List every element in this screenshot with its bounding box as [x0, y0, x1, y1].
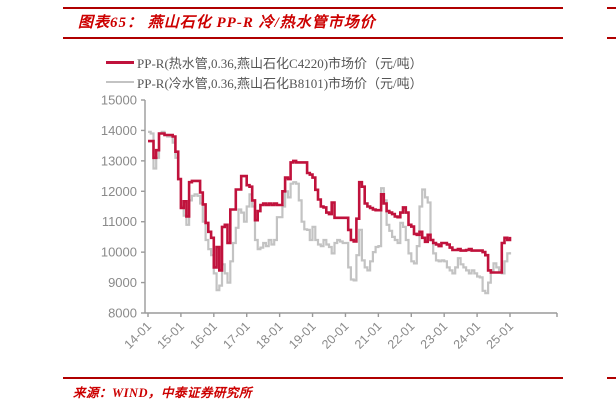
adjacent-column-rule-fragment [607, 37, 616, 39]
x-tick-label: 21-01 [352, 319, 385, 352]
x-tick-label: 24-01 [451, 319, 484, 352]
hot-water-line-swatch-icon [106, 60, 134, 64]
x-tick-label: 14-01 [122, 319, 155, 352]
cold-water-line-swatch-icon [106, 81, 134, 83]
y-tick-label: 14000 [101, 123, 137, 138]
y-tick-label: 15000 [101, 93, 137, 108]
cold-water-price-line [148, 130, 512, 295]
y-tick-label: 9000 [108, 275, 137, 290]
legend-item-cold-water: PP-R(冷水管,0.36,燕山石化B8101)市场价（元/吨） [106, 72, 423, 92]
x-tick-label: 20-01 [319, 319, 352, 352]
y-tick-label: 13000 [101, 153, 137, 168]
x-tick-label: 22-01 [385, 319, 418, 352]
figure-title-underline-rule [63, 37, 563, 39]
legend-label-hot-water: PP-R(热水管,0.36,燕山石化C4220)市场价（元/吨） [137, 55, 423, 71]
source-note: 来源：WIND，中泰证券研究所 [73, 386, 253, 400]
legend-item-hot-water: PP-R(热水管,0.36,燕山石化C4220)市场价（元/吨） [106, 52, 423, 72]
adjacent-column-rule-fragment [607, 377, 616, 379]
figure-title: 图表65： 燕山石化 PP-R 冷/热水管市场价 [78, 15, 376, 31]
x-tick-label: 23-01 [418, 319, 451, 352]
y-tick-label: 10000 [101, 245, 137, 260]
chart-legend: PP-R(热水管,0.36,燕山石化C4220)市场价（元/吨） PP-R(冷水… [106, 52, 423, 92]
y-tick-label: 8000 [108, 306, 137, 321]
figure-bottom-rule [63, 377, 563, 379]
legend-label-cold-water: PP-R(冷水管,0.36,燕山石化B8101)市场价（元/吨） [137, 75, 423, 91]
x-tick-label: 25-01 [484, 319, 517, 352]
x-tick-label: 15-01 [155, 319, 188, 352]
y-tick-label: 12000 [101, 184, 137, 199]
y-tick-label: 11000 [102, 214, 137, 229]
x-tick-label: 17-01 [220, 319, 253, 352]
figure-top-rule [63, 7, 563, 9]
adjacent-column-rule-fragment [607, 7, 616, 9]
hot-water-price-line [148, 132, 512, 274]
x-tick-label: 18-01 [253, 319, 286, 352]
x-tick-label: 16-01 [187, 319, 220, 352]
x-tick-label: 19-01 [286, 319, 319, 352]
